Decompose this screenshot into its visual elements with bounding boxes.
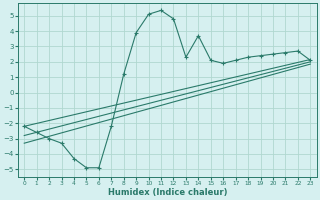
X-axis label: Humidex (Indice chaleur): Humidex (Indice chaleur) <box>108 188 227 197</box>
